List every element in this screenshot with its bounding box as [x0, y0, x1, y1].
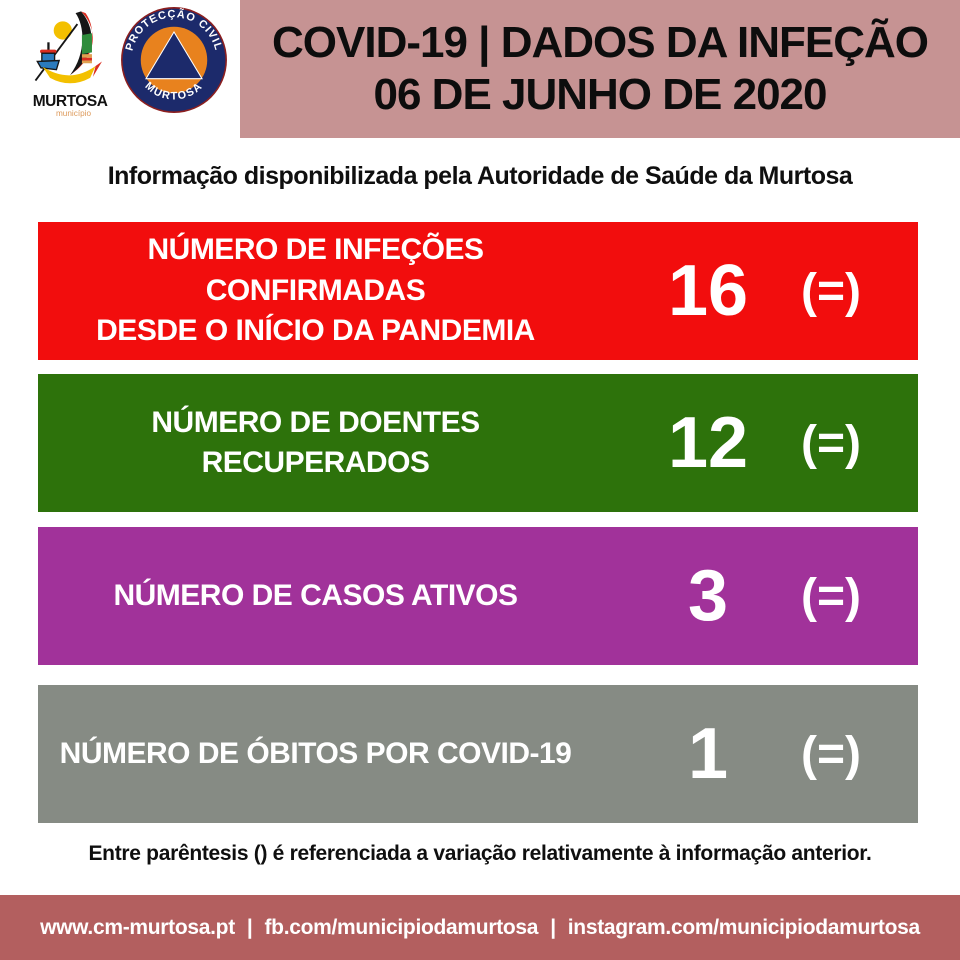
footer-link-facebook[interactable]: fb.com/municipiodamurtosa [264, 915, 539, 939]
stat-variation: (=) [801, 569, 861, 623]
footer-bar: www.cm-murtosa.pt | fb.com/municipiodamu… [0, 895, 960, 960]
boat-prow-swoosh [70, 11, 92, 76]
footer-separator: | [550, 915, 556, 939]
stat-variation: (=) [801, 264, 861, 318]
footer-link-instagram[interactable]: instagram.com/municipiodamurtosa [567, 915, 920, 939]
stat-label: NÚMERO DE ÓBITOS POR COVID-19 [59, 736, 572, 770]
flag-stripe-tan [81, 54, 92, 58]
green-flag [81, 33, 92, 55]
stat-value: 16 [667, 251, 749, 331]
title-block: COVID-19 | DADOS DA INFEÇÃO 06 DE JUNHO … [240, 0, 960, 138]
stat-bar-active-cases: NÚMERO DE CASOS ATIVOS 3 (=) [38, 527, 918, 665]
stat-bar-recovered-patients: NÚMERO DE DOENTES RECUPERADOS 12 (=) [38, 374, 918, 512]
boat-hull-blue [36, 59, 61, 71]
page-title-line2: 06 DE JUNHO DE 2020 [373, 70, 828, 119]
stat-variation: (=) [801, 416, 861, 470]
stat-label: NÚMERO DE INFEÇÕES CONFIRMADAS DESDE O I… [96, 233, 535, 348]
subtitle: Informação disponibilizada pela Autorida… [107, 162, 853, 190]
hull-yellow [42, 66, 96, 84]
stat-bar-confirmed-infections: NÚMERO DE INFEÇÕES CONFIRMADAS DESDE O I… [38, 222, 918, 360]
page-title-line1: COVID-19 | DADOS DA INFEÇÃO [272, 18, 929, 68]
stat-value: 1 [687, 714, 729, 794]
header-logos: MURTOSA município PROTECÇÃO CIVIL MURTOS… [30, 6, 228, 126]
municipio-logo-subtitle: município [56, 109, 91, 118]
hull-red-tip [92, 61, 102, 77]
stat-label: NÚMERO DE CASOS ATIVOS [113, 578, 518, 612]
footer-link-website[interactable]: www.cm-murtosa.pt [40, 915, 235, 939]
oar-line [34, 23, 79, 82]
stat-variation: (=) [801, 727, 861, 781]
flag-stripe-red [81, 57, 92, 61]
footer-separator: | [246, 915, 253, 939]
stat-bar-covid-deaths: NÚMERO DE ÓBITOS POR COVID-19 1 (=) [38, 685, 918, 823]
protecao-civil-logo: PROTECÇÃO CIVIL MURTOSA [121, 7, 227, 113]
footnote: Entre parêntesis () é referenciada a var… [88, 842, 872, 865]
stat-value: 12 [667, 403, 749, 483]
boat-roof [40, 49, 57, 54]
flag-stripe-tan2 [81, 60, 92, 64]
stat-value: 3 [687, 556, 729, 636]
triangle-icon [145, 30, 203, 80]
stat-label: NÚMERO DE DOENTES RECUPERADOS [151, 405, 480, 480]
murtosa-municipio-logo: MURTOSA município [33, 11, 108, 118]
boat-mast [47, 42, 50, 54]
municipio-logo-name: MURTOSA [33, 93, 108, 110]
sun-icon [53, 21, 72, 40]
